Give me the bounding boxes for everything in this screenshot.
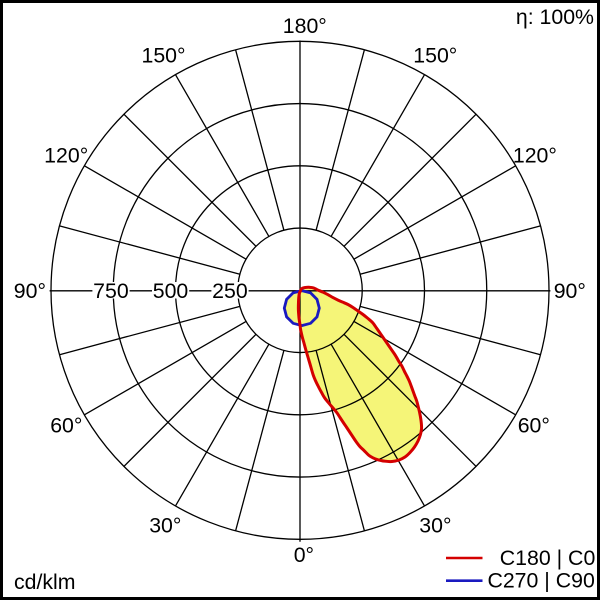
svg-text:250: 250 (212, 279, 248, 303)
svg-text:150°: 150° (141, 44, 185, 68)
svg-text:750: 750 (93, 279, 129, 303)
svg-text:150°: 150° (413, 44, 457, 68)
svg-text:180°: 180° (283, 14, 327, 38)
svg-text:cd/klm: cd/klm (14, 570, 76, 594)
svg-text:30°: 30° (149, 513, 181, 537)
svg-text:120°: 120° (513, 144, 557, 168)
svg-text:500: 500 (153, 279, 189, 303)
svg-text:60°: 60° (50, 414, 82, 438)
svg-text:C270 | C90: C270 | C90 (487, 569, 595, 593)
svg-text:η: 100%: η: 100% (516, 5, 594, 29)
svg-text:90°: 90° (14, 279, 46, 303)
svg-text:120°: 120° (44, 144, 88, 168)
svg-text:30°: 30° (419, 513, 451, 537)
svg-text:60°: 60° (518, 414, 550, 438)
svg-text:C180 | C0: C180 | C0 (500, 546, 596, 570)
svg-text:0°: 0° (294, 543, 314, 567)
svg-text:90°: 90° (554, 279, 586, 303)
